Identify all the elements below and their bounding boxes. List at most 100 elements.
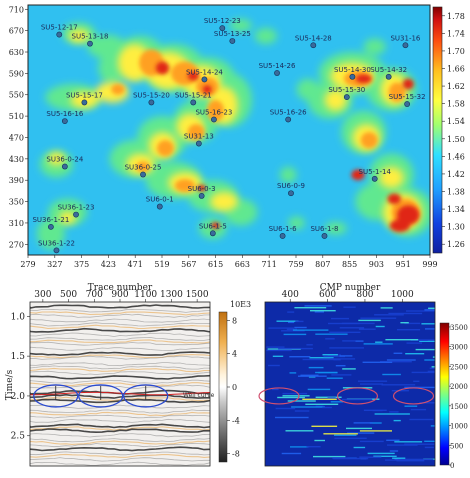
well-marker xyxy=(201,76,208,83)
amplitude-streak xyxy=(275,407,296,410)
reflection-positive xyxy=(30,411,210,417)
reflection-event xyxy=(30,414,210,419)
green-anomaly xyxy=(363,38,386,55)
well-curve-annotation: Well curve xyxy=(183,392,215,399)
well-marker xyxy=(288,190,294,197)
yellow-anomaly xyxy=(48,152,65,166)
amplitude-streak xyxy=(421,323,435,325)
amplitude-streak xyxy=(333,359,341,361)
reflection-event xyxy=(30,409,210,414)
amplitude-streak xyxy=(294,410,310,412)
amplitude-streak xyxy=(331,374,352,376)
well-label: SU5-15-32 xyxy=(389,93,426,101)
x-tick-label: 700 xyxy=(86,290,103,300)
amplitude-streak xyxy=(360,383,384,385)
amplitude-streak xyxy=(424,446,434,449)
orange-anomaly xyxy=(174,179,195,192)
seismic-y-axis: 1.0 1.5 2.0 2.5 xyxy=(11,312,30,442)
well-label: SU5-16-26 xyxy=(270,109,307,117)
map-y-axis: 710 670 630 590 550 510 470 430 390 350 310 270 xyxy=(9,5,28,249)
red-anomaly xyxy=(197,185,207,192)
amplitude-streak xyxy=(266,349,292,352)
amplitude-streak xyxy=(386,359,416,361)
green-anomaly xyxy=(324,221,347,235)
x-tick-label: 999 xyxy=(422,260,437,269)
y-tick-label: 510 xyxy=(9,112,24,121)
amplitude-streak xyxy=(315,333,348,335)
amplitude-streak xyxy=(346,427,372,430)
reflection-event xyxy=(30,374,210,380)
reflection-event xyxy=(30,355,210,360)
amplitude-streak xyxy=(404,322,421,325)
well-marker xyxy=(81,99,88,106)
amplitude-streak xyxy=(360,317,397,319)
orange-anomaly xyxy=(187,124,205,141)
x-tick-label: 375 xyxy=(74,260,89,269)
red-anomaly xyxy=(402,78,414,90)
x-tick-label: 400 xyxy=(282,290,299,300)
amplitude-streak xyxy=(373,455,397,457)
amplitude-streak xyxy=(406,342,423,344)
orange-anomaly xyxy=(388,82,406,102)
reflection-event xyxy=(30,446,210,452)
amplitude-streak xyxy=(329,347,364,349)
x-tick-label: 615 xyxy=(208,260,223,269)
amplitude-streak xyxy=(315,405,324,407)
amplitude-streak xyxy=(289,372,297,374)
well-label: SU5-15-20 xyxy=(133,91,170,99)
colorbar-tick-label: 3500 xyxy=(450,324,468,332)
well-marker xyxy=(190,99,197,106)
reflection-event xyxy=(30,438,210,443)
amplitude-streak xyxy=(341,398,373,401)
amplitude-streak xyxy=(380,361,412,363)
colorbar-tick-label: 2000 xyxy=(450,383,468,391)
amplitude-streak xyxy=(342,368,356,370)
red-anomaly xyxy=(155,61,170,75)
amplitude-streak xyxy=(400,322,409,324)
amplitude-streak xyxy=(334,437,367,439)
y-tick-label: 1.5 xyxy=(11,352,26,362)
amplitude-streak xyxy=(291,406,325,408)
reflection-event xyxy=(30,428,210,434)
cmp-highlight-ellipses xyxy=(258,387,435,405)
reflection-event xyxy=(30,461,210,466)
reflection-event xyxy=(30,351,210,357)
amplitude-streak xyxy=(288,321,295,324)
amplitude-streak xyxy=(343,306,356,308)
colorbar-tick-label: 500 xyxy=(450,442,463,450)
x-tick-label: 903 xyxy=(369,260,384,269)
y-tick-label: 670 xyxy=(9,27,24,36)
x-tick-label: 567 xyxy=(181,260,196,269)
amplitude-streak xyxy=(323,355,345,358)
amplitude-streak xyxy=(313,455,346,458)
reflection-event xyxy=(30,362,210,367)
colorbar-tick-label: 2500 xyxy=(450,363,468,371)
amplitude-streak xyxy=(302,398,337,400)
amplitude-streak xyxy=(393,352,403,354)
well-marker xyxy=(279,233,286,239)
cmp-colorbar-ticks: 3500 3000 2500 2000 1500 1000 500 0 xyxy=(449,324,468,470)
amplitude-streak xyxy=(431,366,435,368)
amplitude-streak xyxy=(334,434,357,436)
colorbar-tick-label: 1000 xyxy=(450,423,468,431)
amplitude-streak xyxy=(392,457,406,459)
seismic-x-axis: 300 500 700 900 1100 1300 1500 xyxy=(34,290,209,302)
x-tick-label: 327 xyxy=(47,260,62,269)
well-label: SU6-1-8 xyxy=(310,225,338,233)
amplitude-streak xyxy=(306,344,313,346)
reflection-event xyxy=(30,346,210,352)
reflection-event xyxy=(30,322,210,327)
y-tick-label: 310 xyxy=(9,219,24,228)
well-label: SU6-0-9 xyxy=(277,182,305,190)
y-tick-label: 1.0 xyxy=(11,312,26,322)
red-anomaly xyxy=(202,85,212,94)
y-tick-label: 270 xyxy=(9,240,24,249)
well-marker xyxy=(140,171,146,178)
amplitude-streak xyxy=(342,340,356,342)
well-marker xyxy=(87,40,93,47)
reflection-event xyxy=(30,457,210,462)
x-tick-label: 471 xyxy=(128,260,143,269)
green-anomaly xyxy=(279,166,297,183)
amplitude-streak xyxy=(287,400,316,402)
